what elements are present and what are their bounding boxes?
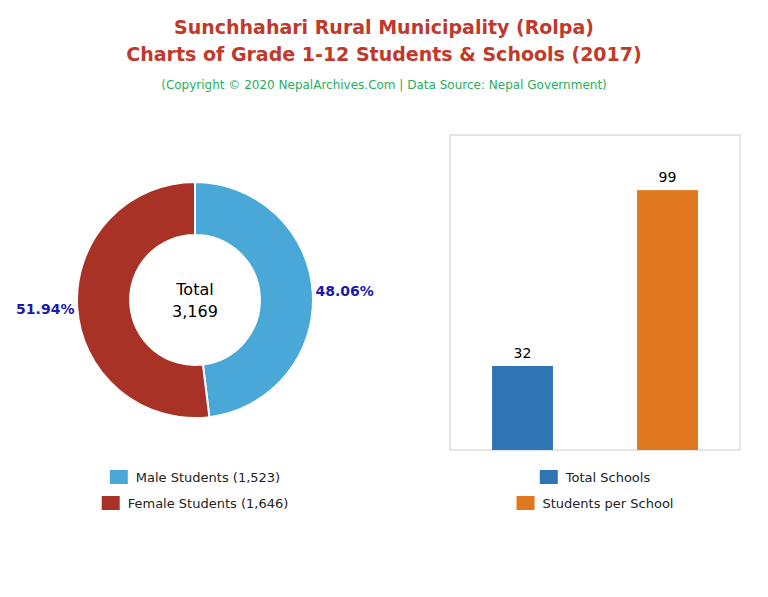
center-annotation: Total [175, 280, 213, 299]
donut-slice [195, 182, 313, 417]
legend: Total Schools Students per School [517, 470, 674, 511]
data-label: 51.94% [16, 301, 74, 317]
data-label: 48.06% [316, 283, 374, 299]
legend-swatch [110, 470, 128, 484]
bars [492, 190, 698, 450]
data-label: 32 [514, 345, 532, 361]
legend-label: Male Students (1,523) [136, 470, 280, 485]
bar-chart: 32 99 Total Schools Students per School [450, 135, 740, 511]
legend-label: Students per School [543, 496, 674, 511]
bar [492, 366, 553, 450]
legend-swatch [102, 496, 120, 510]
chart-container: Sunchhahari Rural Municipality (Rolpa) Ch… [0, 0, 768, 597]
chart-svg: Sunchhahari Rural Municipality (Rolpa) Ch… [0, 0, 768, 597]
background [0, 0, 768, 597]
donut-slice [77, 182, 209, 418]
center-annotation: 3,169 [172, 302, 218, 321]
subtitle: (Copyright © 2020 NepalArchives.Com | Da… [161, 78, 607, 92]
title: Sunchhahari Rural Municipality (Rolpa) Ch… [126, 16, 641, 65]
legend-swatch [517, 496, 535, 510]
legend: Male Students (1,523) Female Students (1,… [102, 470, 289, 511]
legend-label: Female Students (1,646) [128, 496, 289, 511]
title-line: Sunchhahari Rural Municipality (Rolpa) [174, 16, 594, 38]
title-line: Charts of Grade 1-12 Students & Schools … [126, 43, 641, 65]
bar [637, 190, 698, 450]
legend-swatch [540, 470, 558, 484]
donut-chart: 48.06% 51.94% Total 3,169 Male Students (1,5… [16, 182, 374, 511]
plot-frame [450, 135, 740, 450]
legend-label: Total Schools [565, 470, 651, 485]
data-label: 99 [659, 169, 677, 185]
